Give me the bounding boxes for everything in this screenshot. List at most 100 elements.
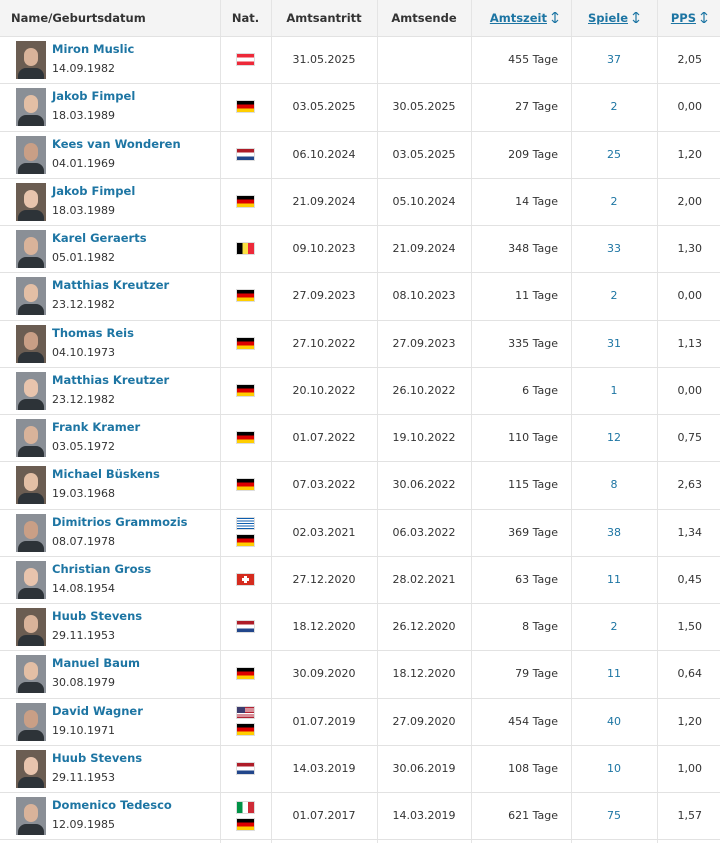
photo-face: [24, 284, 38, 303]
player-photo: [16, 182, 46, 221]
end-date: 26.12.2020: [392, 620, 456, 633]
birth-date: 19.10.1971: [52, 723, 115, 737]
coach-name[interactable]: Jakob Fimpel: [52, 183, 136, 198]
player-photo: [16, 655, 46, 694]
coach-name[interactable]: Frank Kramer: [52, 420, 141, 434]
birth-date: 23.12.1982: [52, 392, 115, 406]
start-date: 14.03.2019: [292, 761, 356, 775]
tenure: 369 Tage: [508, 525, 558, 539]
player-photo: [16, 560, 46, 599]
coach-name[interactable]: Matthias Kreutzer: [52, 372, 170, 387]
header-cell[interactable]: Amtszeit: [471, 0, 571, 36]
coach-name[interactable]: Matthias Kreutzer: [52, 278, 170, 293]
games[interactable]: 2: [610, 194, 618, 208]
games[interactable]: 33: [607, 242, 621, 255]
coach-name[interactable]: Miron Muslic: [52, 42, 135, 56]
row-border: [0, 225, 720, 226]
games[interactable]: 2: [610, 100, 618, 114]
row-border: [0, 555, 720, 557]
coach-name[interactable]: Jakob Fimpel: [52, 89, 136, 104]
games[interactable]: 2: [610, 620, 618, 633]
row-border: [0, 83, 720, 85]
header-label[interactable]: PPS: [670, 11, 696, 25]
nation-flag: [237, 818, 254, 830]
header-cell: Amtsantritt: [271, 0, 377, 36]
header-cell[interactable]: Spiele: [571, 0, 657, 36]
coach-name[interactable]: Thomas Reis: [52, 325, 134, 340]
header-label[interactable]: Spiele: [588, 11, 628, 25]
games[interactable]: 40: [607, 714, 621, 728]
player-photo: [16, 513, 46, 552]
coach-name[interactable]: Karel Geraerts: [52, 231, 147, 245]
coach-name[interactable]: Michael Büskens: [52, 467, 160, 482]
games[interactable]: 38: [607, 525, 621, 539]
birth-date: 14.08.1954: [52, 581, 115, 595]
photo-face: [24, 237, 38, 255]
photo-face: [24, 426, 38, 444]
coach-name[interactable]: Huub Stevens: [52, 609, 143, 623]
tenure: 348 Tage: [508, 242, 558, 255]
games[interactable]: 2: [610, 289, 618, 303]
header-background: [0, 0, 720, 36]
header-cell[interactable]: PPS: [657, 0, 720, 36]
coach-name[interactable]: Huub Stevens: [52, 750, 143, 765]
games[interactable]: 31: [607, 336, 621, 350]
birth-date: 12.09.1985: [52, 818, 115, 831]
photo-body: [18, 635, 44, 646]
games[interactable]: 11: [607, 572, 621, 586]
header-cell: Name/Geburtsdatum: [0, 0, 220, 36]
coach-name[interactable]: Kees van Wonderen: [52, 136, 181, 151]
start-date: 07.03.2022: [292, 478, 356, 492]
start-date: 21.09.2024: [292, 194, 356, 208]
games[interactable]: 8: [610, 478, 618, 492]
coach-name[interactable]: Domenico Tedesco: [52, 798, 172, 812]
header-label[interactable]: Amtszeit: [489, 11, 547, 25]
points-per-game: 1,13: [677, 336, 703, 350]
sort-icon[interactable]: [632, 11, 640, 24]
start-date: 27.12.2020: [292, 572, 356, 586]
end-date: 26.10.2022: [392, 383, 456, 397]
coach-name[interactable]: Christian Gross: [52, 561, 152, 576]
row-border: [0, 366, 720, 368]
row-border: [0, 697, 720, 699]
nation-flag: [237, 384, 254, 396]
games[interactable]: 25: [607, 147, 621, 161]
row-border: [0, 36, 720, 37]
games[interactable]: 75: [607, 809, 621, 822]
birth-date: 08.07.1978: [52, 534, 115, 548]
games[interactable]: 1: [610, 383, 618, 397]
birth-date: 04.10.1973: [52, 345, 115, 359]
nation-flag: [237, 724, 254, 736]
birth-date: 14.09.1982: [52, 62, 115, 75]
points-per-game: 1,20: [677, 147, 703, 161]
coach-name[interactable]: David Wagner: [52, 703, 143, 718]
player-photo: [16, 135, 46, 174]
tenure: 110 Tage: [508, 431, 558, 444]
games[interactable]: 11: [607, 667, 621, 681]
end-date: 27.09.2020: [392, 714, 456, 728]
tenure: 335 Tage: [508, 336, 558, 350]
photo-face: [24, 662, 38, 681]
end-date: 28.02.2021: [392, 572, 456, 586]
end-date: 19.10.2022: [392, 431, 456, 444]
photo-face: [24, 95, 38, 114]
photo-body: [18, 257, 44, 268]
coach-name[interactable]: Dimitrios Grammozis: [52, 514, 188, 529]
player-photo: [16, 749, 46, 788]
sort-icon[interactable]: [700, 11, 708, 24]
player-photo: [16, 230, 46, 268]
start-date: 01.07.2022: [292, 431, 356, 444]
birth-date: 04.01.1969: [52, 156, 115, 170]
games[interactable]: 37: [607, 53, 621, 66]
sort-icon[interactable]: [551, 11, 559, 24]
row-border: [0, 414, 720, 415]
games[interactable]: 10: [607, 761, 621, 775]
points-per-game: 2,63: [677, 478, 703, 492]
points-per-game: 2,00: [677, 194, 703, 208]
start-date: 09.10.2023: [292, 242, 356, 255]
coach-name[interactable]: Manuel Baum: [52, 656, 141, 671]
games[interactable]: 12: [607, 431, 621, 444]
end-date: 18.12.2020: [392, 667, 456, 681]
row-border: [0, 839, 720, 841]
nation-flag: [237, 535, 254, 547]
